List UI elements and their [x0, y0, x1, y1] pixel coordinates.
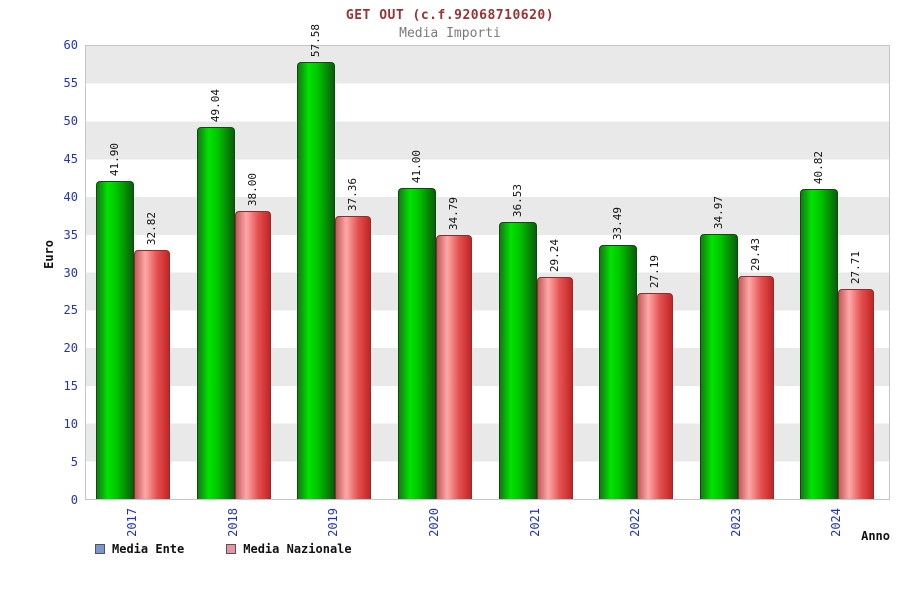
bar-media-nazionale-2023 [737, 275, 774, 499]
x-axis-label-2022: 2022 [628, 508, 643, 537]
bar-value-label-2018-2: 38.00 [245, 172, 259, 206]
bar-media-ente-2022 [599, 245, 638, 499]
x-axis-label-2017: 2017 [125, 508, 139, 537]
bar-media-ente-2019 [297, 62, 336, 499]
legend: Media Ente Media Nazionale [95, 542, 352, 556]
y-axis-tick-20: 20 [63, 341, 78, 356]
y-axis-tick-40: 40 [63, 189, 78, 204]
bar-media-ente-2021 [498, 221, 537, 499]
y-axis-tick-25: 25 [63, 303, 78, 318]
bar-value-label-2024-2: 27.71 [849, 250, 863, 284]
bar-media-nazionale-2018 [234, 210, 271, 499]
bar-media-nazionale-2020 [435, 235, 472, 499]
x-axis-title: Anno [861, 529, 890, 543]
bar-value-label-2022-1: 33.49 [611, 206, 625, 241]
x-axis-label-2024: 2024 [829, 508, 844, 537]
bar-value-label-2020-1: 41.00 [409, 149, 423, 184]
y-axis-tick-10: 10 [63, 417, 78, 432]
bar-value-label-2023-1: 34.97 [711, 195, 725, 229]
y-axis-tick-0: 0 [70, 493, 78, 507]
bar-media-nazionale-2019 [335, 215, 372, 499]
x-axis-label-2019: 2019 [326, 508, 341, 537]
bar-media-ente-2024 [800, 189, 839, 499]
bar-value-label-2020-2: 34.79 [446, 197, 460, 231]
legend-swatch-media-nazionale-icon [226, 544, 237, 554]
y-axis-tick-15: 15 [63, 379, 78, 394]
legend-item-media-nazionale: Media Nazionale [226, 542, 352, 556]
bar-value-label-2024-1: 40.82 [812, 151, 826, 185]
y-axis-tick-50: 50 [63, 113, 78, 128]
bar-media-nazionale-2021 [536, 277, 573, 499]
bar-value-label-2017-1: 41.90 [108, 143, 121, 177]
chart-title: GET OUT (c.f.92068710620) [345, 8, 555, 23]
legend-label-media-nazionale: Media Nazionale [243, 542, 352, 556]
y-axis-tick-35: 35 [63, 227, 78, 242]
x-axis-label-2020: 2020 [426, 508, 441, 537]
bar-media-ente-2018 [196, 127, 235, 499]
x-axis-label-2021: 2021 [527, 508, 542, 537]
bar-media-nazionale-2022 [637, 292, 674, 499]
y-axis-tick-60: 60 [63, 38, 78, 52]
bar-value-label-2022-2: 27.19 [648, 254, 662, 288]
y-axis-tick-45: 45 [63, 151, 78, 166]
bar-value-label-2019-1: 57.58 [309, 24, 323, 58]
bar-value-label-2023-2: 29.43 [748, 237, 762, 271]
legend-item-media-ente: Media Ente [95, 542, 184, 556]
bar-media-ente-2017 [96, 181, 134, 499]
bar-value-label-2021-2: 29.24 [547, 239, 561, 273]
bar-value-label-2018-1: 49.04 [208, 89, 222, 123]
y-axis-tick-5: 5 [70, 455, 78, 470]
legend-label-media-ente: Media Ente [112, 542, 185, 556]
bar-value-label-2019-2: 37.36 [346, 177, 360, 211]
bar-value-label-2021-1: 36.53 [510, 183, 524, 217]
x-axis-label-2018: 2018 [225, 508, 240, 537]
x-axis-label-2023: 2023 [728, 508, 743, 537]
chart-subtitle: Media Importi [399, 26, 501, 41]
bar-value-label-2017-2: 32.82 [145, 212, 158, 246]
bar-media-ente-2020 [397, 188, 436, 499]
plot-area: 41.90 32.82 49.04 38.00 57.58 37.36 41.00 34.79… [85, 24, 890, 500]
y-axis-tick-55: 55 [63, 75, 78, 90]
bar-media-nazionale-2024 [838, 288, 875, 499]
legend-swatch-media-ente-icon [95, 544, 105, 554]
y-axis-tick-30: 30 [63, 265, 78, 280]
bar-media-nazionale-2017 [134, 250, 170, 499]
bar-media-ente-2023 [699, 233, 738, 499]
